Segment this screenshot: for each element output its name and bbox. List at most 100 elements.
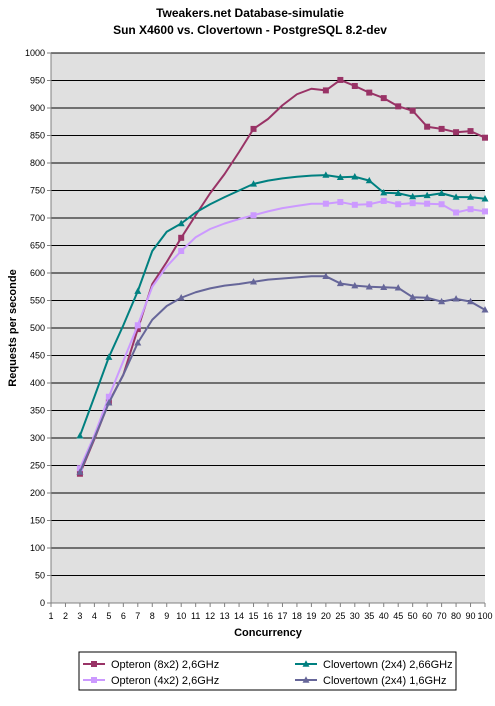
x-tick-label: 40	[379, 611, 389, 621]
y-tick-label: 50	[35, 571, 45, 581]
x-tick-label: 30	[350, 611, 360, 621]
x-tick-label: 7	[135, 611, 140, 621]
y-tick-label: 900	[30, 103, 45, 113]
y-tick-label: 200	[30, 488, 45, 498]
legend: Opteron (8x2) 2,6GHz Clovertown (2x4) 2,6…	[83, 659, 453, 687]
legend-box	[78, 651, 457, 691]
legend-item: Clovertown (2x4) 2,66GHz	[295, 659, 453, 671]
x-axis-title: Concurrency	[234, 627, 303, 639]
data-point	[380, 189, 388, 196]
x-tick-label: 70	[437, 611, 447, 621]
data-point	[438, 125, 445, 132]
data-point	[76, 465, 83, 472]
x-tick-label: 8	[150, 611, 155, 621]
data-point	[91, 677, 97, 683]
data-point	[302, 676, 310, 683]
x-tick-label: 13	[220, 611, 230, 621]
x-tick-label: 16	[263, 611, 273, 621]
data-point	[322, 87, 329, 94]
x-tick-label: 5	[106, 611, 111, 621]
data-point	[105, 393, 112, 400]
data-point	[322, 171, 330, 178]
y-tick-label: 750	[30, 186, 45, 196]
legend-item: Clovertown (2x4) 1,6GHz	[295, 675, 447, 687]
series-line	[79, 199, 486, 469]
data-point	[481, 306, 489, 313]
chart-title: Tweakers.net Database-simulatie	[156, 6, 344, 20]
y-tick-label: 400	[30, 378, 45, 388]
series-group	[76, 76, 489, 477]
chart-subtitle: Sun X4600 vs. Clovertown - PostgreSQL 8.…	[113, 23, 387, 37]
data-point	[322, 272, 330, 279]
y-tick-label: 250	[30, 461, 45, 471]
data-point	[91, 661, 97, 667]
data-point	[134, 339, 142, 346]
data-point	[438, 201, 445, 208]
data-point	[178, 234, 185, 241]
x-tick-label: 4	[92, 611, 97, 621]
x-tick-label: 17	[277, 611, 287, 621]
data-point	[366, 89, 373, 96]
data-point	[250, 278, 258, 285]
data-point	[250, 212, 257, 219]
data-point	[423, 294, 431, 301]
data-point	[336, 279, 344, 287]
x-tick-label: 10	[176, 611, 186, 621]
legend-label: Opteron (8x2) 2,6GHz	[111, 659, 219, 671]
y-tick-label: 500	[30, 323, 45, 333]
data-point	[482, 134, 488, 141]
data-point	[380, 95, 387, 102]
y-tick-label: 1000	[25, 48, 45, 58]
data-point	[395, 201, 402, 208]
y-axis-title: Requests per seconde	[7, 269, 19, 386]
series-line	[78, 174, 486, 437]
data-point	[178, 248, 185, 254]
gridlines	[51, 52, 485, 576]
data-point	[134, 322, 141, 329]
y-tick-label: 150	[30, 516, 45, 526]
x-tick-label: 15	[249, 611, 259, 621]
x-tick-label: 100	[477, 611, 492, 621]
x-tick-label: 11	[191, 611, 200, 621]
y-tick-label: 850	[30, 131, 45, 141]
data-point	[302, 660, 310, 667]
data-point	[336, 173, 344, 180]
x-tick-label: 6	[121, 611, 126, 621]
y-tick-label: 350	[30, 406, 45, 416]
data-point	[409, 293, 417, 300]
y-tick-label: 600	[30, 268, 45, 278]
y-tick-label: 650	[30, 241, 45, 251]
x-tick-label: 20	[321, 611, 331, 621]
y-tick-label: 100	[30, 543, 45, 553]
data-point	[452, 193, 460, 200]
data-point	[351, 281, 359, 289]
data-point	[467, 206, 474, 213]
y-tick-label: 450	[30, 351, 45, 361]
x-tick-label: 90	[466, 611, 476, 621]
data-point	[105, 399, 113, 406]
data-point	[452, 295, 460, 302]
data-point	[424, 200, 431, 207]
x-tick-label: 2	[63, 611, 68, 621]
data-point	[337, 76, 344, 83]
data-point	[76, 432, 84, 439]
data-point	[409, 200, 416, 207]
data-point	[409, 107, 416, 114]
data-point	[351, 173, 359, 180]
legend-label: Clovertown (2x4) 2,66GHz	[323, 659, 453, 671]
data-point	[481, 195, 489, 202]
data-point	[453, 209, 460, 216]
data-point	[105, 353, 113, 360]
data-point	[438, 297, 446, 305]
data-point	[177, 294, 185, 301]
series-line	[79, 275, 486, 473]
series-3	[76, 171, 489, 439]
legend-label: Clovertown (2x4) 1,6GHz	[323, 675, 447, 687]
data-point	[351, 201, 358, 208]
x-tick-label: 35	[364, 611, 374, 621]
data-point	[380, 197, 387, 204]
data-point	[409, 192, 417, 200]
x-tick-label: 12	[205, 611, 215, 621]
data-point	[177, 219, 185, 227]
